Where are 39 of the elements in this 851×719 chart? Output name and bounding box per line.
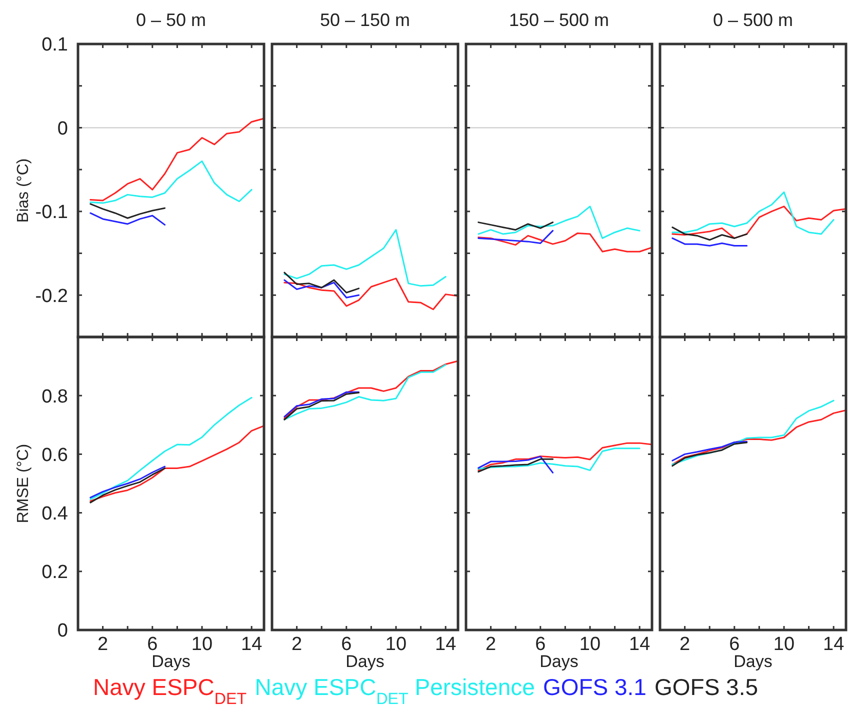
x-tick-label: 2 <box>98 634 108 655</box>
x-tick-label: 10 <box>579 634 601 655</box>
x-tick-label: 10 <box>385 634 407 655</box>
chart-title: 150 – 500 m <box>508 10 610 30</box>
y-tick-label: 0 <box>57 620 68 642</box>
x-tick-label: 6 <box>729 634 740 655</box>
text: GOFS 3.5 <box>654 674 758 700</box>
y-tick-label: 0.4 <box>42 503 68 524</box>
x-tick-label: 6 <box>535 634 546 655</box>
y-axis-title: RMSE (°C) <box>15 444 32 524</box>
y-tick-label: -0.1 <box>35 202 68 224</box>
y-tick-label: -0.2 <box>35 286 68 307</box>
x-tick-label: 2 <box>486 634 496 655</box>
x-axis-title: Days <box>152 652 190 671</box>
text: Navy ESPC$_{DET}$ Persistence <box>254 674 535 708</box>
x-tick-label: 10 <box>191 634 213 655</box>
y-tick-label: 0 <box>57 118 68 140</box>
x-tick-label: 14 <box>435 634 457 655</box>
y-tick-label: 0.1 <box>42 34 68 56</box>
x-tick-label: 6 <box>147 634 158 655</box>
text: GOFS 3.1 <box>542 674 646 700</box>
x-axis-title: Days <box>346 652 384 671</box>
x-tick-label: 14 <box>629 634 651 655</box>
chart-title: 0 – 500 m <box>712 10 794 30</box>
y-axis-title: Bias (°C) <box>15 158 32 223</box>
x-tick-label: 10 <box>773 634 795 655</box>
y-tick-label: 0.6 <box>42 444 68 466</box>
y-tick-label: 0.8 <box>42 386 68 408</box>
x-axis-title: Days <box>540 652 578 671</box>
chart-title: 0 – 50 m <box>136 10 206 30</box>
x-tick-label: 6 <box>341 634 352 655</box>
x-tick-label: 2 <box>680 634 690 655</box>
chart-title: 50 – 150 m <box>320 10 410 30</box>
y-tick-label: 0.2 <box>42 562 68 584</box>
x-axis-title: Days <box>734 652 772 671</box>
text: Navy ESPC$_{DET}$ <box>92 674 247 708</box>
x-tick-label: 14 <box>823 634 845 655</box>
x-tick-label: 2 <box>292 634 302 655</box>
x-tick-label: 14 <box>241 634 263 655</box>
